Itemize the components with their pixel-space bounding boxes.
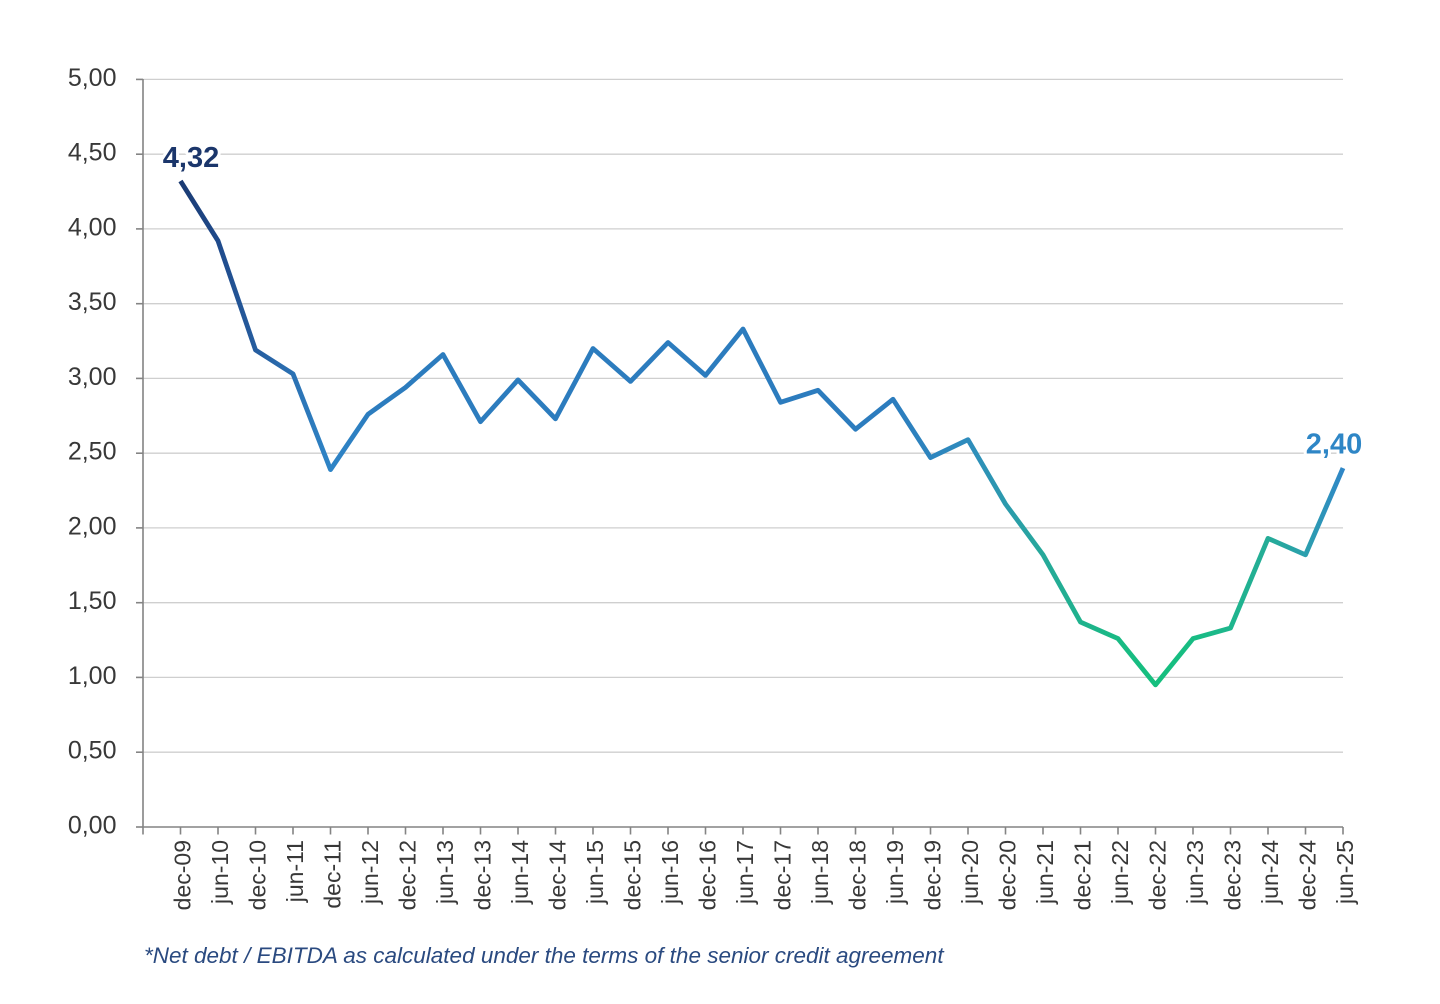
svg-text:dec-09: dec-09 <box>169 840 195 910</box>
svg-text:2,00: 2,00 <box>68 512 117 540</box>
svg-text:jun-24: jun-24 <box>1257 840 1283 905</box>
svg-text:0,00: 0,00 <box>68 812 117 840</box>
svg-text:jun-18: jun-18 <box>807 840 833 905</box>
svg-text:5,00: 5,00 <box>68 64 117 92</box>
svg-text:dec-10: dec-10 <box>244 840 270 910</box>
svg-text:jun-17: jun-17 <box>732 840 758 905</box>
svg-text:dec-11: dec-11 <box>319 840 345 909</box>
svg-text:2,50: 2,50 <box>68 438 117 466</box>
svg-text:1,50: 1,50 <box>68 587 117 615</box>
svg-text:dec-12: dec-12 <box>394 840 420 910</box>
svg-text:jun-19: jun-19 <box>882 840 908 905</box>
svg-text:dec-14: dec-14 <box>544 840 570 911</box>
svg-text:dec-23: dec-23 <box>1219 840 1245 910</box>
svg-text:dec-22: dec-22 <box>1144 840 1170 910</box>
svg-text:jun-25: jun-25 <box>1332 840 1358 905</box>
svg-text:3,50: 3,50 <box>68 288 117 316</box>
svg-text:dec-21: dec-21 <box>1069 840 1095 910</box>
svg-text:4,50: 4,50 <box>68 139 117 167</box>
svg-text:1,00: 1,00 <box>68 662 117 690</box>
svg-text:jun-11: jun-11 <box>282 840 308 903</box>
svg-text:dec-15: dec-15 <box>619 840 645 910</box>
svg-text:jun-22: jun-22 <box>1107 840 1133 905</box>
svg-text:dec-20: dec-20 <box>994 840 1020 910</box>
svg-text:jun-15: jun-15 <box>582 840 608 905</box>
svg-text:4,00: 4,00 <box>68 213 117 241</box>
svg-text:jun-10: jun-10 <box>207 840 233 905</box>
svg-text:dec-18: dec-18 <box>844 840 870 910</box>
svg-text:2,40: 2,40 <box>1306 429 1362 461</box>
svg-text:jun-20: jun-20 <box>957 840 983 905</box>
svg-text:jun-14: jun-14 <box>507 840 533 905</box>
svg-text:dec-19: dec-19 <box>919 840 945 910</box>
svg-text:jun-21: jun-21 <box>1032 840 1058 905</box>
svg-text:jun-12: jun-12 <box>357 840 383 905</box>
svg-text:3,00: 3,00 <box>68 363 117 391</box>
svg-text:*Net debt / EBITDA as calculat: *Net debt / EBITDA as calculated under t… <box>144 943 945 968</box>
svg-text:0,50: 0,50 <box>68 737 117 765</box>
svg-text:jun-23: jun-23 <box>1182 840 1208 905</box>
svg-text:dec-13: dec-13 <box>469 840 495 910</box>
svg-text:dec-17: dec-17 <box>769 840 795 910</box>
svg-text:dec-24: dec-24 <box>1294 840 1320 911</box>
svg-text:dec-16: dec-16 <box>694 840 720 910</box>
svg-text:jun-13: jun-13 <box>432 840 458 905</box>
svg-text:4,32: 4,32 <box>163 142 219 174</box>
svg-text:jun-16: jun-16 <box>657 840 683 905</box>
